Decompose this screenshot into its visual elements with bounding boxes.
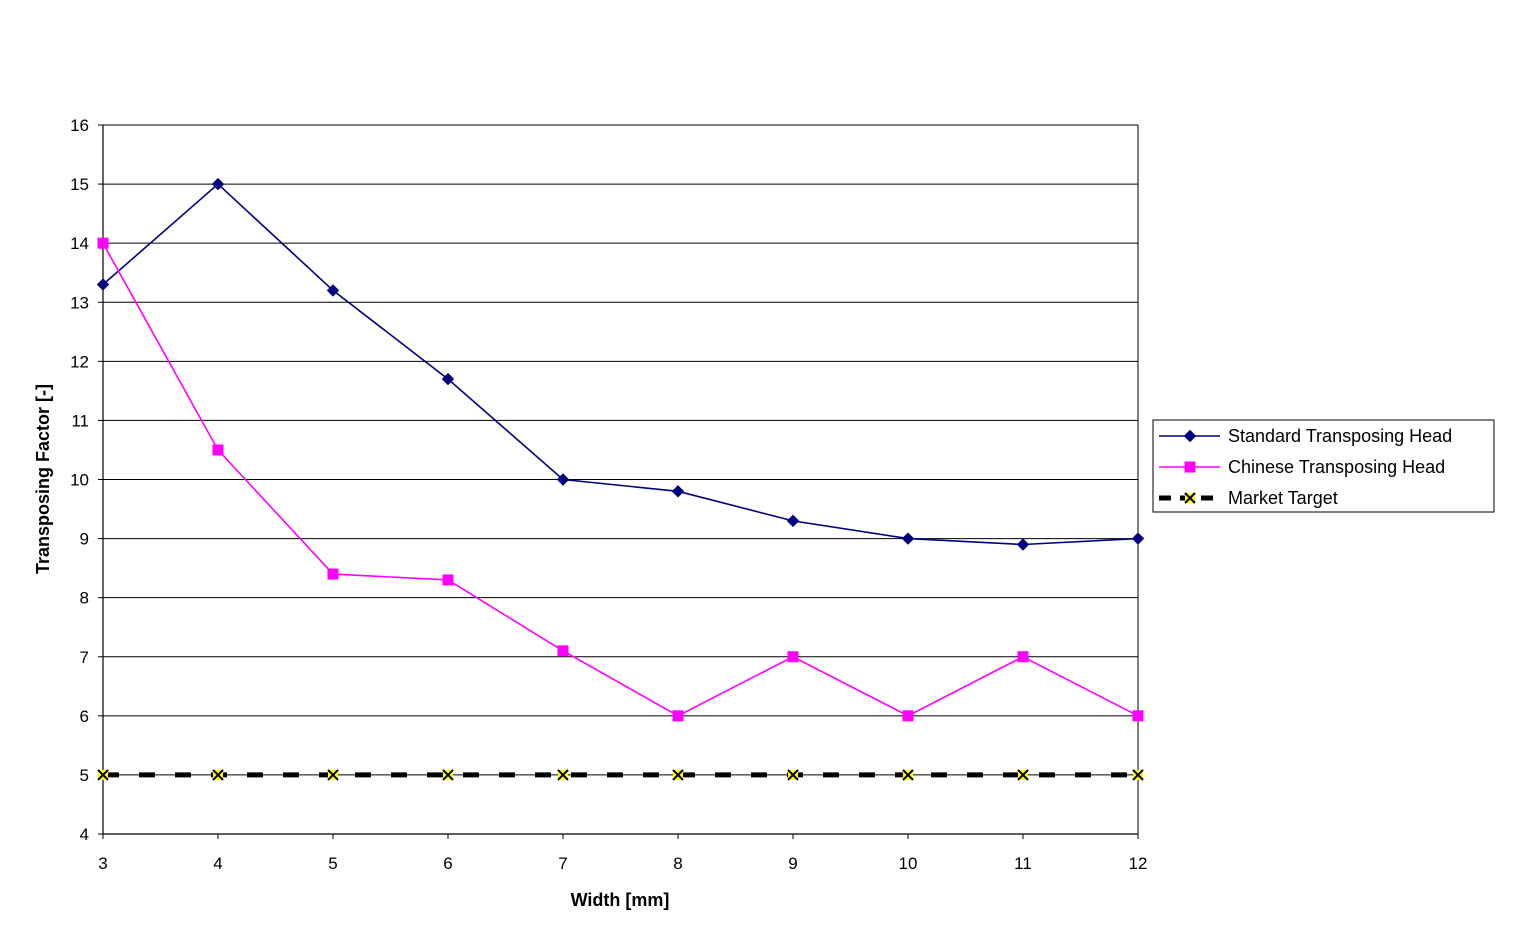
data-point [442,769,454,781]
data-point [1016,538,1030,551]
data-point [1017,769,1029,781]
legend: Standard Transposing Head Chinese Transpo… [1152,419,1495,513]
x-tick-label: 12 [1129,854,1148,873]
series-line [102,183,1139,546]
marker-stroke [1184,492,1196,504]
data-point [786,514,800,528]
marker-stroke [902,769,914,781]
data-point [211,177,225,191]
grid-layer [103,124,1139,834]
data-point [1132,769,1144,781]
legend-marker [1184,461,1196,473]
y-tick-label: 10 [70,471,89,490]
data-point [96,278,110,291]
y-tick-label: 8 [80,589,89,608]
data-point [442,574,454,586]
marker-stroke [1132,769,1144,781]
data-point [212,769,224,781]
x-tick-label: 6 [443,854,452,873]
marker-stroke [787,769,799,781]
data-point [557,645,569,657]
data-point [327,769,339,781]
x-tick-label: 11 [1014,854,1032,873]
x-axis-title: Width [mm] [571,890,670,910]
data-point [902,769,914,781]
x-tick-label: 5 [328,854,337,873]
data-point [1131,532,1145,545]
data-point [327,568,339,580]
x-tick-label: 3 [98,854,107,873]
legend-label: Market Target [1228,488,1338,508]
series-2 [97,237,1144,722]
legend-entry: Market Target [1159,488,1338,508]
x-tick-label: 7 [558,854,567,873]
legend-entry: Standard Transposing Head [1159,426,1452,446]
data-point [1132,710,1144,722]
x-tick-label: 9 [788,854,797,873]
marker-stroke [672,769,684,781]
legend-entry: Chinese Transposing Head [1159,457,1445,477]
marker-stroke [212,769,224,781]
x-tick-label: 10 [899,854,918,873]
series-line [102,242,1139,717]
marker-stroke [557,769,569,781]
data-point [672,769,684,781]
marker-stroke [327,769,339,781]
marker-stroke [1017,769,1029,781]
data-point [672,710,684,722]
x-tick-label: 4 [213,854,222,873]
series-layer [96,177,1145,781]
y-axis-title: Transposing Factor [-] [33,384,53,574]
data-point [97,237,109,249]
data-point [787,769,799,781]
data-point [557,769,569,781]
data-point [212,444,224,456]
y-tick-label: 9 [80,530,89,549]
data-point [787,651,799,663]
x-tick-label: 8 [673,854,682,873]
data-point [556,473,570,486]
series-1 [96,177,1145,551]
legend-marker [1183,429,1197,443]
y-tick-label: 6 [80,707,89,726]
legend-label: Standard Transposing Head [1228,426,1452,446]
y-tick-label: 16 [70,116,89,135]
marker-stroke [442,769,454,781]
y-tick-label: 7 [80,648,89,667]
y-tick-label: 11 [71,411,89,430]
y-tick-label: 4 [80,825,89,844]
series-3 [97,769,1144,781]
data-point [441,372,455,386]
legend-label: Chinese Transposing Head [1228,457,1445,477]
marker-stroke [97,769,109,781]
data-point [671,485,685,498]
y-tick-label: 12 [70,352,89,371]
y-tick-label: 15 [70,175,89,194]
y-tick-label: 5 [80,766,89,785]
y-tick-label: 13 [70,293,89,312]
data-point [326,284,340,297]
data-point [1017,651,1029,663]
data-point [901,532,915,545]
data-point [902,710,914,722]
y-tick-label: 14 [70,234,89,253]
data-point [97,769,109,781]
axes-layer [98,124,1139,839]
legend-marker [1184,492,1196,504]
